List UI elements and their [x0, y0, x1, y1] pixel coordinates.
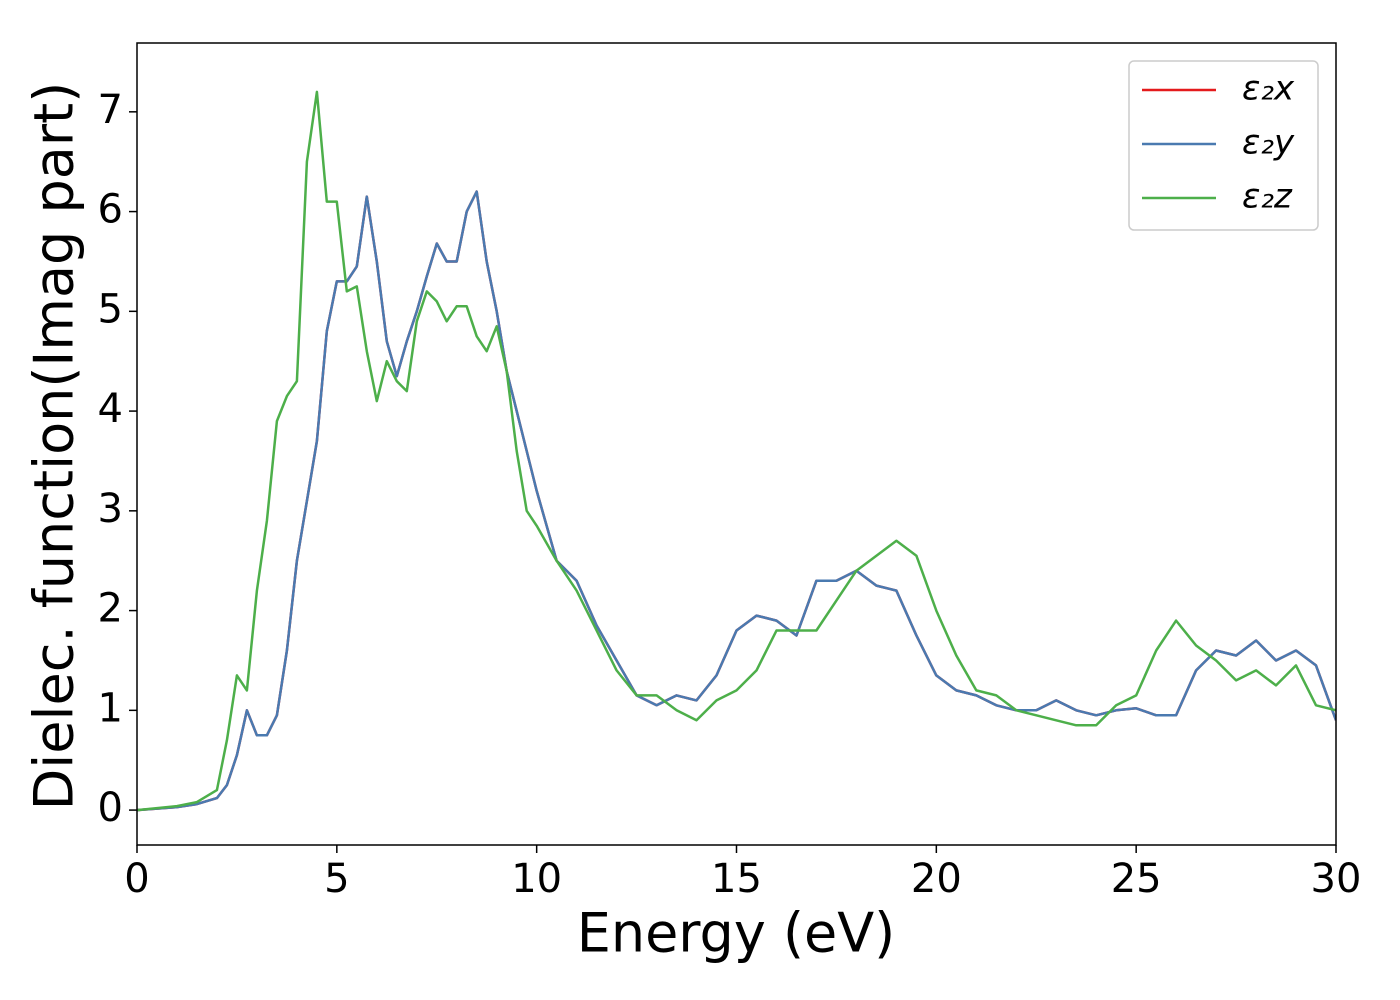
legend-label: ε₂x	[1242, 69, 1295, 109]
x-axis-label: Energy (eV)	[577, 902, 896, 965]
y-tick-label: 3	[98, 486, 123, 532]
legend-label: ε₂z	[1242, 177, 1293, 217]
x-tick-label: 20	[911, 856, 962, 902]
x-tick-label: 15	[711, 856, 762, 902]
legend-box	[1128, 60, 1319, 231]
x-tick-label: 30	[1311, 856, 1362, 902]
y-tick-label: 4	[98, 386, 123, 432]
x-tick-label: 5	[324, 856, 349, 902]
x-tick-label: 0	[124, 856, 149, 902]
legend-label: ε₂y	[1242, 123, 1295, 163]
y-axis-label: Dielec. function(Imag part)	[23, 82, 86, 811]
line-series	[137, 90, 1336, 812]
plot-frame	[136, 42, 1337, 846]
y-tick-label: 1	[98, 685, 123, 731]
line-series	[137, 190, 1336, 812]
y-tick-label: 0	[98, 785, 123, 831]
y-tick-label: 6	[98, 187, 123, 233]
x-tick-label: 10	[511, 856, 562, 902]
y-tick-label: 7	[98, 87, 123, 133]
x-tick-label: 25	[1111, 856, 1162, 902]
line-series	[137, 190, 1336, 812]
y-tick-label: 2	[98, 586, 123, 632]
y-tick-label: 5	[98, 286, 123, 332]
